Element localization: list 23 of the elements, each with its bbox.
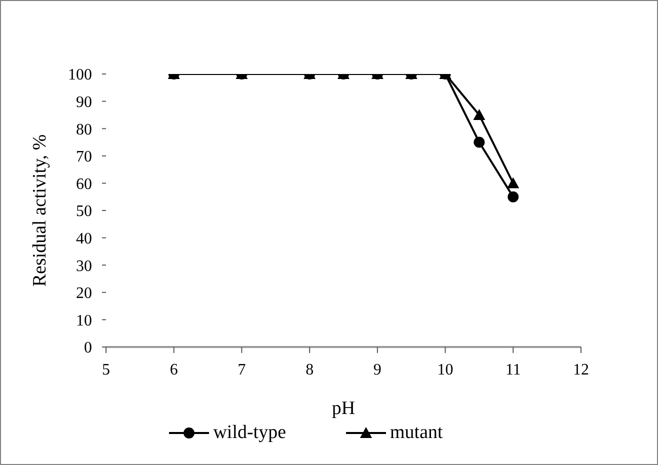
y-tick-label: 50 — [76, 203, 92, 220]
y-tick-label: 80 — [76, 121, 92, 138]
x-tick-label: 12 — [573, 361, 589, 378]
y-tick-label: 20 — [76, 285, 92, 302]
y-tick-label: 100 — [68, 66, 92, 84]
x-tick-label: 6 — [170, 361, 178, 378]
y-tick-label: 60 — [76, 176, 92, 193]
x-tick-label: 5 — [102, 361, 110, 378]
x-tick-label: 11 — [505, 361, 521, 378]
y-tick-label: 30 — [76, 258, 92, 275]
x-tick-label: 7 — [238, 361, 246, 378]
x-tick-label: 8 — [306, 361, 314, 378]
y-axis-title: Residual activity, % — [30, 134, 51, 287]
legend-label: wild-type — [213, 422, 286, 444]
x-tick-label: 10 — [437, 361, 454, 378]
y-tick-label: 90 — [76, 94, 92, 111]
x-tick-label: 9 — [373, 361, 382, 378]
y-tick-label: 0 — [84, 340, 92, 357]
x-axis-title: pH — [332, 398, 356, 419]
y-tick-label: 70 — [76, 148, 92, 166]
y-tick-label: 40 — [76, 230, 92, 248]
y-tick-label: 10 — [76, 312, 92, 330]
legend-label: mutant — [390, 422, 443, 444]
